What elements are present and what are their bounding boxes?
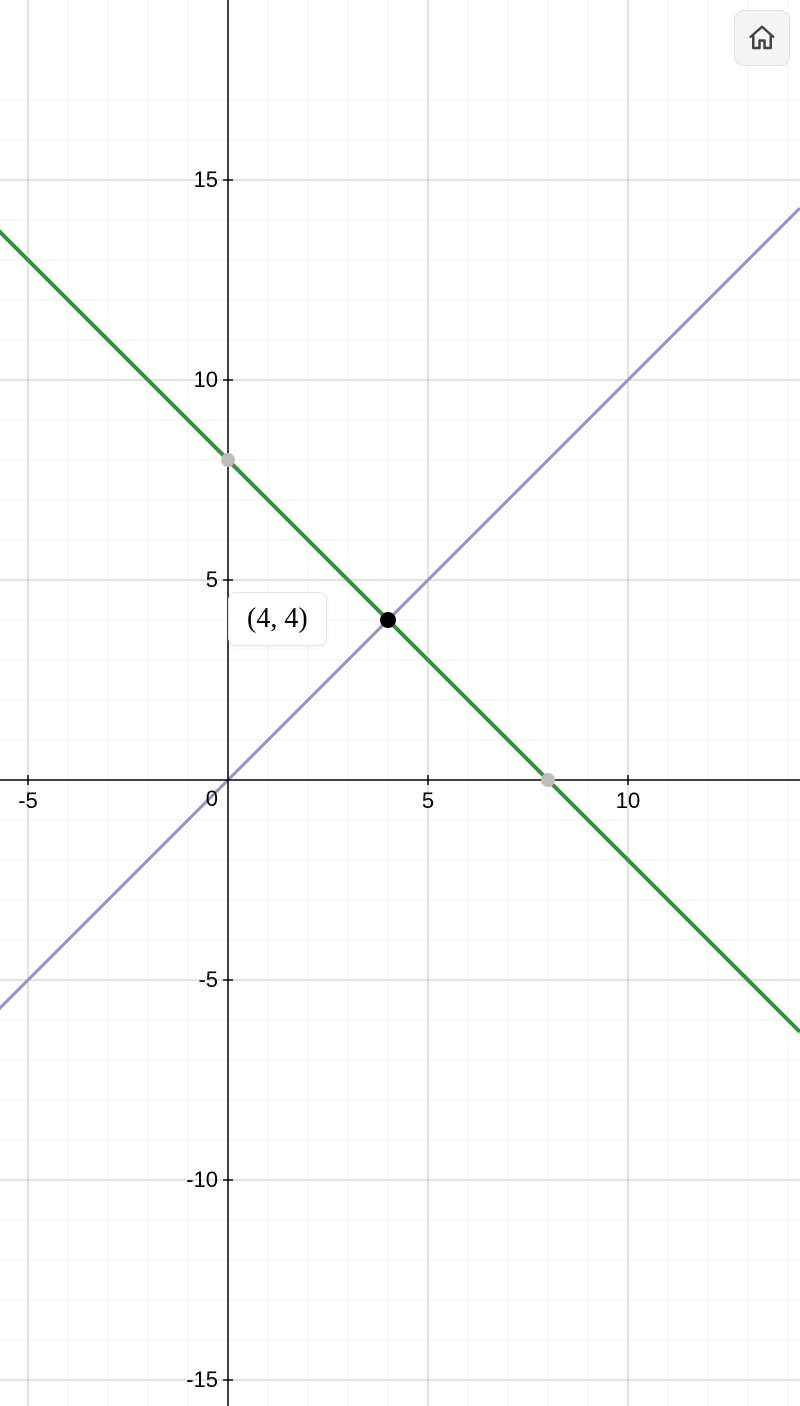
coordinate-plane[interactable]: -5 5 10 -15 -10 -5 5 10 15 0 (0, 0, 800, 1406)
green-line[interactable] (0, 220, 800, 1032)
y-tick-label: -15 (186, 1367, 218, 1392)
y-tick-label: -10 (186, 1167, 218, 1192)
origin-label: 0 (206, 786, 218, 811)
intersection-point[interactable] (380, 612, 396, 628)
home-icon (747, 23, 777, 53)
grid-major (0, 0, 800, 1406)
anchor-point[interactable] (221, 453, 235, 467)
purple-line[interactable] (0, 208, 800, 1020)
y-tick-label: -5 (198, 967, 218, 992)
x-tick-label: 5 (422, 788, 434, 813)
x-tick-label: -5 (18, 788, 38, 813)
anchor-point[interactable] (541, 773, 555, 787)
x-tick-label: 10 (616, 788, 640, 813)
y-tick-label: 5 (206, 567, 218, 592)
home-button[interactable] (734, 10, 790, 66)
grid-minor (0, 0, 800, 1406)
chart-container: -5 5 10 -15 -10 -5 5 10 15 0 (0, 0, 800, 1406)
tooltip-text: (4, 4) (247, 603, 308, 634)
y-tick-label: 15 (194, 167, 218, 192)
point-tooltip: (4, 4) (228, 592, 327, 646)
y-tick-label: 10 (194, 367, 218, 392)
